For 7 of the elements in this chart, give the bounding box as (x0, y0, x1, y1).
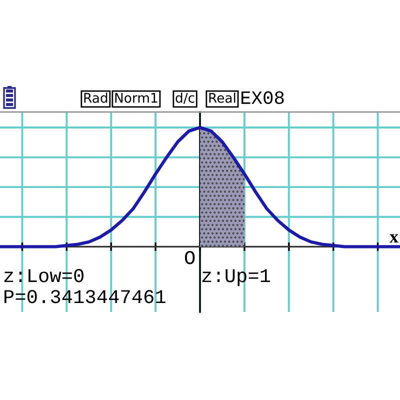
x-axis-title: x (390, 234, 398, 243)
text: d/c (176, 92, 194, 104)
text: Norm1 (115, 93, 158, 103)
text: Real (209, 92, 236, 103)
text: Rad (84, 92, 108, 103)
text: EX08 (241, 91, 284, 104)
text: O (184, 251, 195, 264)
